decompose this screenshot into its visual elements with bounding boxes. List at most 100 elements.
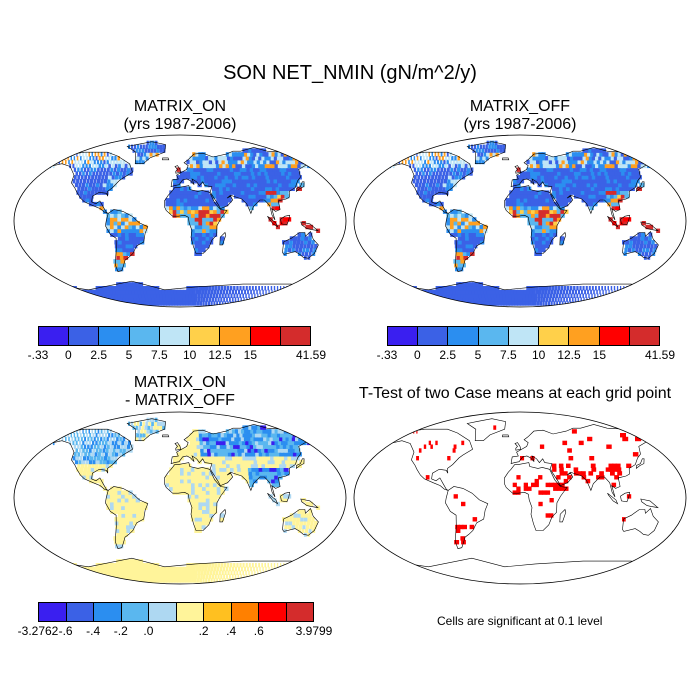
grid-cell	[180, 463, 185, 468]
grid-cell	[545, 198, 550, 203]
grid-cell	[574, 471, 579, 476]
grid-cell	[294, 179, 300, 184]
grid-cell	[136, 574, 142, 579]
grid-cell	[271, 289, 273, 295]
grid-cell	[136, 517, 141, 522]
grid-cell	[259, 152, 265, 157]
grid-cell	[241, 578, 243, 583]
grid-cell	[579, 167, 585, 172]
panel-title-line1: MATRIX_OFF	[469, 98, 571, 115]
grid-cell	[574, 289, 577, 295]
grid-cell	[98, 286, 105, 291]
grid-cell	[255, 578, 256, 583]
grid-cell	[172, 467, 177, 472]
grid-cell	[255, 194, 261, 199]
grid-cell	[288, 182, 294, 188]
grid-cell	[516, 179, 521, 184]
grid-cell	[194, 213, 199, 218]
grid-cell	[308, 286, 309, 291]
grid-cell	[249, 478, 254, 484]
grid-cell	[643, 293, 646, 298]
grid-cell	[235, 456, 241, 461]
grid-cell	[173, 179, 178, 184]
grid-cell	[562, 182, 567, 188]
grid-cell	[242, 433, 248, 438]
grid-cell	[281, 459, 287, 465]
grid-cell	[552, 190, 557, 195]
grid-cell	[205, 475, 210, 480]
coastline-iceland	[162, 157, 170, 161]
grid-cell	[512, 482, 517, 488]
grid-cell	[608, 289, 610, 295]
grid-cell	[136, 144, 139, 149]
grid-cell	[121, 213, 126, 218]
grid-cell	[468, 236, 474, 241]
grid-cell	[401, 156, 403, 161]
grid-cell	[96, 578, 103, 583]
grid-cell	[67, 574, 75, 579]
grid-cell	[616, 167, 622, 172]
grid-cell	[131, 144, 134, 149]
grid-cell	[555, 190, 561, 195]
grid-cell	[439, 293, 446, 298]
grid-cell	[422, 293, 429, 298]
grid-cell	[283, 297, 285, 302]
grid-cell	[75, 448, 78, 453]
grid-cell	[453, 209, 458, 214]
grid-cell	[539, 159, 544, 165]
grid-cell	[450, 301, 457, 306]
grid-cell	[513, 182, 518, 188]
grid-cell	[90, 159, 93, 165]
grid-cell	[251, 148, 257, 153]
grid-cell	[632, 301, 635, 306]
grid-cell	[126, 563, 132, 568]
grid-cell	[279, 436, 285, 442]
grid-cell	[265, 467, 271, 472]
grid-cell	[582, 148, 588, 153]
grid-cell	[433, 159, 436, 165]
grid-cell	[244, 190, 249, 195]
grid-cell	[148, 563, 154, 568]
grid-cell	[111, 452, 115, 457]
grid-cell	[632, 182, 638, 188]
grid-cell	[90, 190, 95, 195]
grid-cell	[479, 228, 484, 233]
grid-cell	[548, 194, 554, 199]
grid-cell	[566, 190, 571, 195]
grid-cell	[176, 198, 181, 203]
grid-cell	[187, 467, 192, 472]
grid-cell	[177, 293, 181, 298]
grid-cell	[202, 440, 208, 446]
grid-cell	[597, 148, 603, 153]
grid-cell	[238, 175, 243, 180]
grid-cell	[125, 517, 130, 522]
grid-cell	[97, 429, 100, 434]
grid-cell	[560, 236, 565, 241]
grid-cell	[416, 293, 423, 298]
grid-cell	[630, 179, 637, 184]
grid-cell	[277, 440, 284, 446]
grid-cell	[395, 286, 402, 291]
grid-cell	[254, 448, 260, 453]
grid-cell	[244, 194, 250, 199]
grid-cell	[592, 198, 598, 203]
grid-cell	[461, 232, 466, 237]
grid-cell	[143, 578, 149, 583]
grid-cell	[162, 148, 166, 153]
grid-cell	[154, 144, 157, 149]
grid-cell	[233, 433, 239, 438]
grid-cell	[452, 289, 459, 295]
grid-cell	[57, 301, 66, 306]
grid-cell	[205, 574, 209, 579]
grid-cell	[198, 478, 203, 484]
grid-cell	[257, 297, 259, 302]
grid-cell	[288, 297, 291, 302]
grid-cell	[220, 574, 223, 579]
grid-cell	[600, 182, 606, 188]
grid-cell	[392, 159, 394, 165]
grid-cell	[139, 228, 144, 233]
grid-cell	[120, 570, 126, 575]
grid-cell	[106, 429, 109, 434]
grid-cell	[69, 440, 72, 446]
grid-cell	[202, 513, 207, 518]
